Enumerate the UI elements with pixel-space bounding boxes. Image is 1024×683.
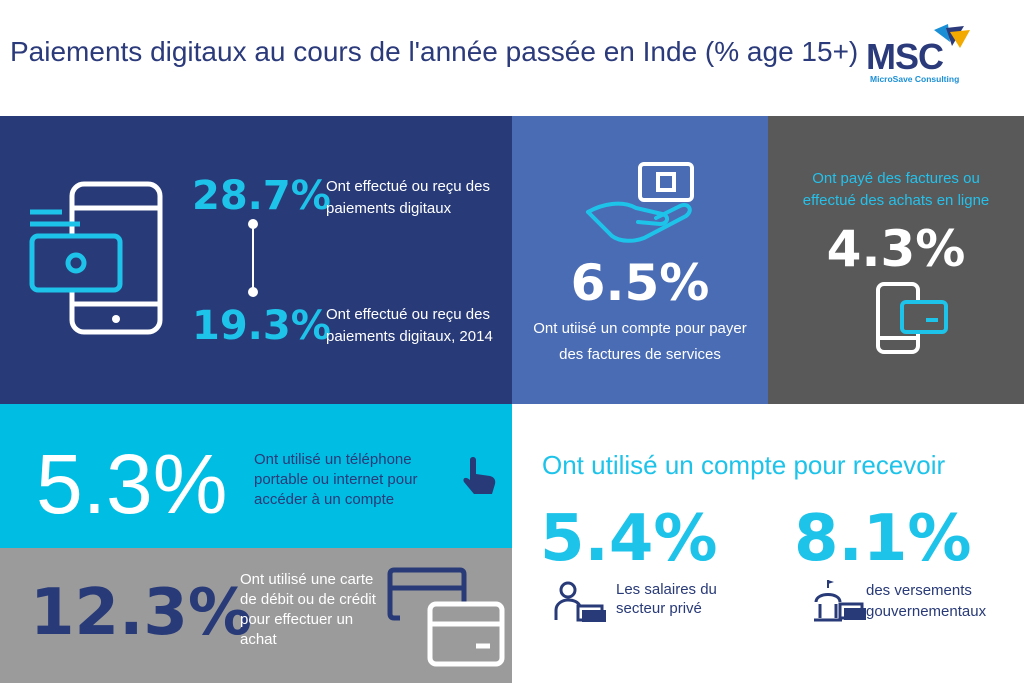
- label-card-purchases: Ont utilisé une carte de débit ou de cré…: [240, 571, 376, 648]
- label-private-wages: Les salaires du secteur privé: [616, 581, 717, 617]
- timeline-connector: [248, 219, 258, 297]
- panel-digital-payments: 28.7% Ont effectué ou reçu des paiements…: [0, 116, 512, 404]
- phone-wallet-icon: [29, 181, 163, 335]
- logo-subtitle: MicroSave Consulting: [870, 74, 960, 84]
- label-government-transfers: des versements gouvernementaux: [866, 582, 987, 620]
- cards-icon: [387, 567, 505, 667]
- stat-digital-current: 28.7%: [192, 173, 331, 219]
- stat-online-purchases: 4.3%: [826, 220, 966, 278]
- receive-heading: Ont utilisé un compte pour recevoir: [542, 450, 946, 480]
- panel-card-purchases: 12.3% Ont utilisé une carte de débit ou …: [0, 548, 512, 683]
- stat-government-transfers: 8.1%: [794, 502, 972, 576]
- stat-card-purchases: 12.3%: [30, 576, 253, 650]
- phone-card-icon: [876, 282, 948, 354]
- label-mobile-access: Ont utilisé un téléphone portable ou int…: [254, 451, 418, 508]
- msc-logo: MSC MicroSave Consulting: [866, 22, 1006, 92]
- logo-mark-icon: [934, 24, 970, 48]
- stat-digital-2014: 19.3%: [192, 303, 331, 349]
- label-utility-bills: Ont utiisé un compte pour payer des fact…: [533, 320, 747, 363]
- stat-utility-bills: 6.5%: [570, 254, 710, 312]
- label-online-purchases: Ont payé des factures ou effectué des ac…: [802, 170, 990, 209]
- label-digital-current: Ont effectué ou reçu des paiements digit…: [326, 178, 490, 217]
- government-money-icon: [814, 580, 866, 622]
- panel-online-purchases: Ont payé des factures ou effectué des ac…: [768, 116, 1024, 404]
- panel-receive-payments: Ont utilisé un compte pour recevoir 5.4%…: [512, 404, 1024, 683]
- tap-hand-icon: [463, 457, 496, 494]
- person-money-icon: [554, 581, 606, 622]
- logo-text: MSC: [866, 36, 944, 77]
- label-digital-2014: Ont effectué ou reçu des paiements digit…: [326, 306, 493, 345]
- stat-mobile-access: 5.3%: [36, 437, 228, 531]
- header: Paiements digitaux au cours de l'année p…: [0, 0, 1024, 116]
- panel-utility-bills: 6.5% Ont utiisé un compte pour payer des…: [512, 116, 768, 404]
- stat-private-wages: 5.4%: [540, 502, 718, 576]
- panel-mobile-access: 5.3% Ont utilisé un téléphone portable o…: [0, 404, 512, 548]
- hand-bill-icon: [586, 162, 694, 243]
- page-title: Paiements digitaux au cours de l'année p…: [10, 36, 859, 67]
